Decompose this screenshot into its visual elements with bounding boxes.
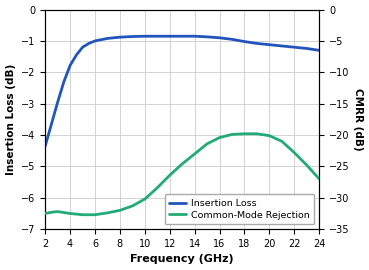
Common-Mode Rejection (143, 197, 147, 201)
Insertion Loss (292, 46, 297, 49)
Common-Mode Rejection (105, 211, 110, 214)
Insertion Loss (193, 35, 197, 38)
Insertion Loss (143, 35, 147, 38)
Insertion Loss (242, 40, 247, 43)
Insertion Loss (93, 39, 97, 43)
Common-Mode Rejection (168, 174, 172, 177)
Common-Mode Rejection (55, 210, 60, 213)
Common-Mode Rejection (217, 136, 222, 139)
Insertion Loss (62, 80, 66, 83)
Insertion Loss (74, 53, 79, 57)
Insertion Loss (168, 35, 172, 38)
Common-Mode Rejection (280, 140, 284, 143)
Common-Mode Rejection (118, 209, 122, 212)
Insertion Loss (130, 35, 135, 38)
Common-Mode Rejection (155, 186, 159, 189)
Insertion Loss (118, 36, 122, 39)
Common-Mode Rejection (68, 212, 72, 215)
Common-Mode Rejection (292, 151, 297, 154)
Legend: Insertion Loss, Common-Mode Rejection: Insertion Loss, Common-Mode Rejection (165, 194, 314, 224)
Y-axis label: CMRR (dB): CMRR (dB) (354, 88, 363, 151)
Common-Mode Rejection (43, 212, 48, 215)
Line: Insertion Loss: Insertion Loss (45, 36, 319, 146)
X-axis label: Frequency (GHz): Frequency (GHz) (130, 254, 234, 264)
Common-Mode Rejection (267, 134, 272, 137)
Insertion Loss (80, 46, 85, 49)
Y-axis label: Insertion Loss (dB): Insertion Loss (dB) (6, 64, 15, 175)
Common-Mode Rejection (93, 213, 97, 216)
Common-Mode Rejection (130, 204, 135, 208)
Insertion Loss (43, 144, 48, 148)
Common-Mode Rejection (230, 133, 234, 136)
Insertion Loss (87, 42, 91, 45)
Insertion Loss (205, 35, 209, 38)
Common-Mode Rejection (180, 162, 184, 166)
Insertion Loss (49, 123, 54, 126)
Insertion Loss (105, 37, 110, 40)
Insertion Loss (317, 49, 321, 52)
Insertion Loss (267, 43, 272, 46)
Common-Mode Rejection (193, 152, 197, 156)
Common-Mode Rejection (80, 213, 85, 216)
Insertion Loss (180, 35, 184, 38)
Common-Mode Rejection (304, 164, 309, 167)
Common-Mode Rejection (317, 177, 321, 181)
Insertion Loss (280, 44, 284, 48)
Insertion Loss (304, 47, 309, 50)
Common-Mode Rejection (205, 142, 209, 146)
Insertion Loss (55, 100, 60, 104)
Common-Mode Rejection (255, 132, 259, 136)
Common-Mode Rejection (49, 211, 54, 214)
Common-Mode Rejection (242, 132, 247, 136)
Insertion Loss (68, 64, 72, 67)
Line: Common-Mode Rejection: Common-Mode Rejection (45, 134, 319, 215)
Insertion Loss (255, 42, 259, 45)
Insertion Loss (230, 38, 234, 41)
Insertion Loss (217, 36, 222, 39)
Insertion Loss (155, 35, 159, 38)
